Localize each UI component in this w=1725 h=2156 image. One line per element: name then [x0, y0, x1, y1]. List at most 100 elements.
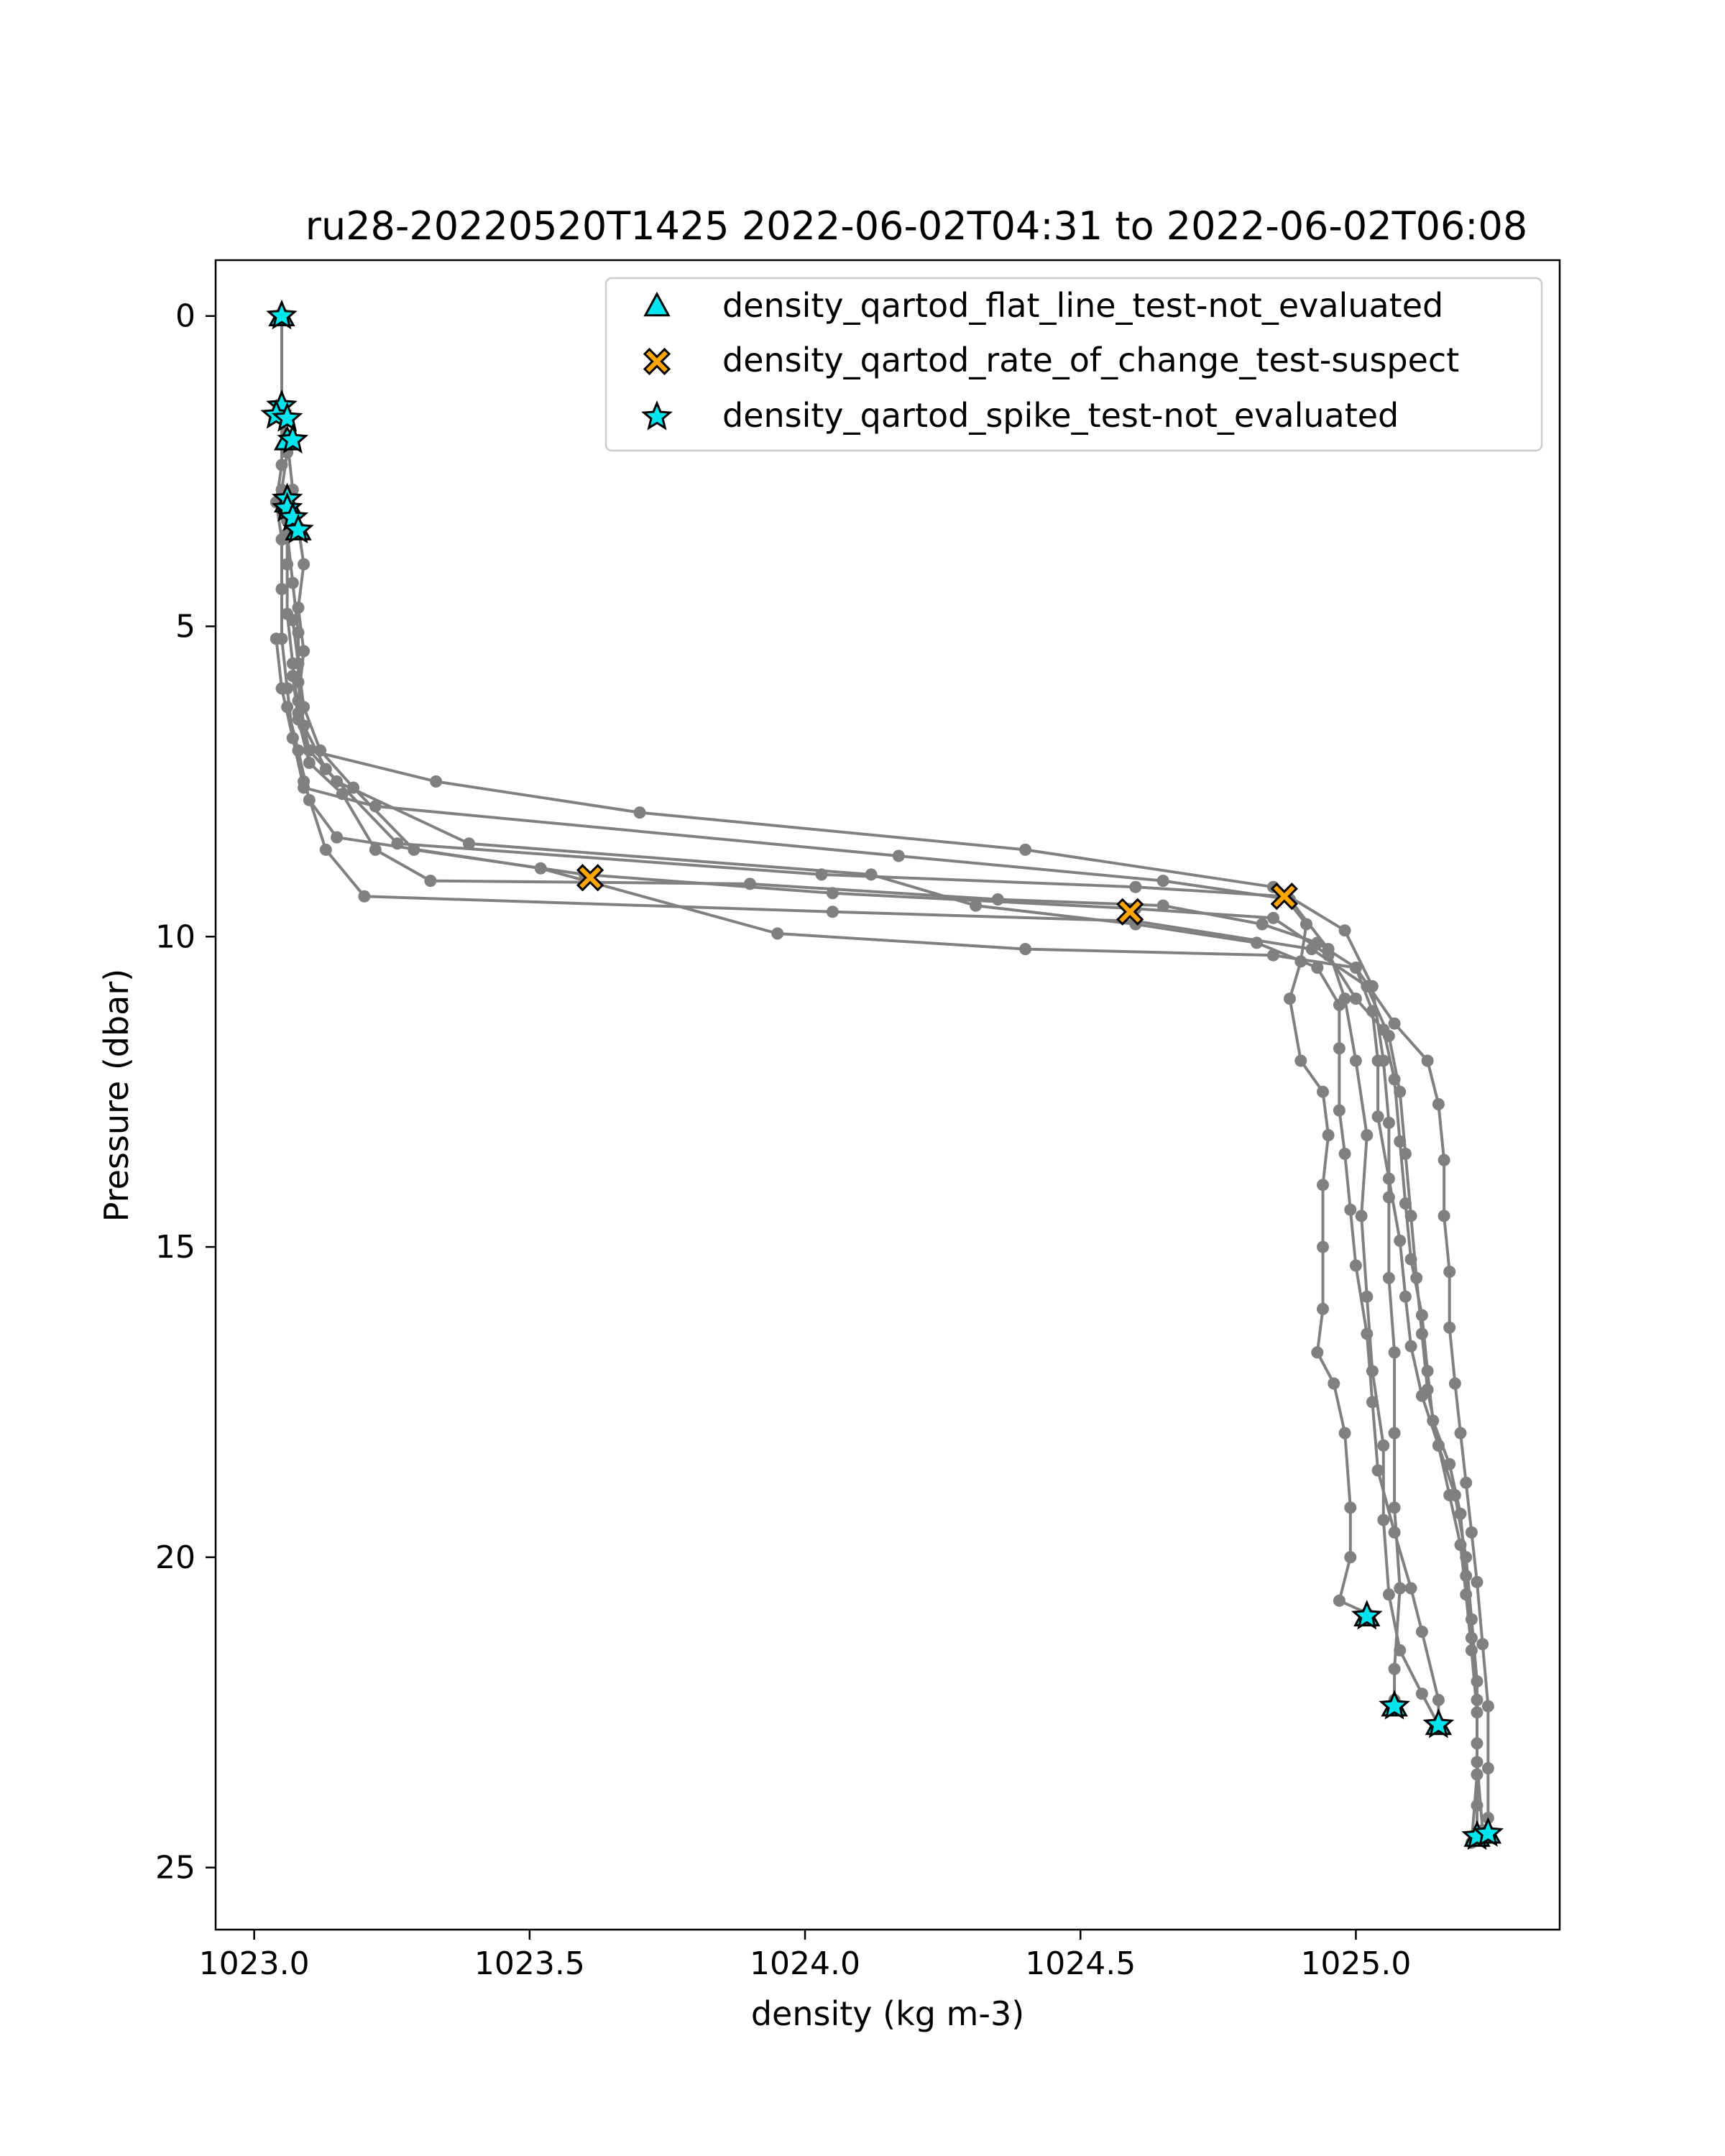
data-point — [1438, 1153, 1450, 1166]
x-tick-label: 1024.5 — [1025, 1945, 1136, 1982]
x-tick-label: 1023.0 — [199, 1945, 310, 1982]
data-point — [1382, 1030, 1395, 1042]
data-point — [1256, 918, 1269, 931]
data-point — [1432, 1098, 1445, 1110]
axes: 1023.0 1023.5 1024.0 1024.5 1025.0 0 5 10 15 20 25 — [155, 259, 1561, 1982]
data-point — [1388, 1017, 1401, 1030]
data-point — [1019, 943, 1032, 956]
data-point — [1349, 1054, 1362, 1067]
data-point — [1388, 1662, 1401, 1675]
spike-not-evaluated-marker — [1379, 1690, 1410, 1720]
data-point — [1443, 1489, 1456, 1501]
data-point — [286, 614, 299, 627]
data-point — [286, 670, 299, 683]
data-point — [1371, 1054, 1384, 1067]
data-point — [314, 744, 327, 757]
data-point — [1382, 1588, 1395, 1601]
data-point — [298, 558, 310, 571]
data-point — [1471, 1706, 1484, 1719]
data-point — [1388, 1427, 1401, 1439]
data-point — [1349, 992, 1362, 1005]
spike-not-evaluated-marker — [1472, 1817, 1504, 1847]
data-point — [1388, 1346, 1401, 1359]
data-point — [1344, 1551, 1357, 1564]
spike-not-evaluated-marker — [266, 299, 298, 330]
data-point — [1311, 962, 1324, 974]
data-point — [1267, 911, 1279, 924]
data-point — [1399, 1290, 1412, 1303]
data-point — [347, 781, 360, 794]
data-point — [1371, 1110, 1384, 1123]
legend-marker-star — [641, 400, 673, 430]
data-point — [1156, 875, 1169, 888]
y-axis-label: Pressure (dbar) — [97, 969, 136, 1222]
data-point — [336, 788, 349, 801]
data-point — [424, 875, 437, 888]
data-point — [1438, 1210, 1450, 1222]
chart-title: ru28-20220520T1425 2022-06-02T04:31 to 2… — [305, 203, 1527, 249]
data-point — [1267, 949, 1279, 962]
y-tick-label: 5 — [175, 609, 196, 645]
spike-not-evaluated-marker — [271, 402, 303, 432]
data-point — [292, 657, 305, 670]
data-point — [1328, 1377, 1340, 1390]
data-point — [303, 757, 316, 769]
x-axis-label: density (kg m-3) — [751, 1994, 1024, 2033]
data-point — [1432, 1439, 1445, 1452]
legend-marker-x — [643, 347, 671, 376]
data-point — [1156, 899, 1169, 912]
data-point — [771, 927, 784, 940]
data-point — [369, 800, 382, 813]
data-point — [1344, 1203, 1357, 1216]
data-point — [1388, 1526, 1401, 1539]
spike-not-evaluated-marker — [277, 423, 309, 453]
y-tick-label: 25 — [155, 1850, 196, 1886]
data-point — [1399, 1148, 1412, 1160]
spike-not-evaluated-marker — [282, 513, 314, 544]
data-point — [292, 602, 305, 614]
data-point — [1382, 1116, 1395, 1129]
data-point — [1322, 1129, 1335, 1142]
data-point — [1382, 1172, 1395, 1185]
plot-area — [260, 299, 1504, 1850]
data-point — [1019, 843, 1032, 856]
data-point — [1454, 1427, 1467, 1439]
legend-frame — [604, 277, 1543, 452]
data-point — [1333, 1104, 1346, 1117]
data-point — [331, 831, 344, 844]
legend: density_qartod_flat_line_test-not_evalua… — [604, 277, 1543, 452]
data-point — [286, 576, 299, 589]
data-point — [1284, 992, 1296, 1005]
data-point — [991, 893, 1004, 906]
data-point — [1404, 1340, 1417, 1353]
legend-markers — [641, 291, 673, 430]
data-point — [534, 862, 547, 875]
spike-not-evaluated-marker — [1351, 1600, 1383, 1630]
data-point — [892, 849, 905, 862]
x-tick-label: 1024.0 — [750, 1945, 860, 1982]
data-point — [292, 744, 305, 757]
data-point — [970, 899, 983, 912]
profile-7 — [270, 632, 1484, 1849]
rate-of-change-suspect-marker — [1116, 898, 1144, 926]
data-point — [1366, 1365, 1379, 1378]
profile-line — [285, 706, 1490, 1838]
rate-of-change-suspect-marker — [576, 864, 604, 892]
data-point — [1361, 1290, 1374, 1303]
data-point — [1344, 1501, 1357, 1514]
y-tick-label: 10 — [155, 918, 196, 955]
data-point — [1361, 1129, 1374, 1142]
data-point — [1317, 1302, 1329, 1315]
x-tick-label: 1025.0 — [1300, 1945, 1411, 1982]
data-point — [1305, 943, 1318, 956]
data-point — [275, 682, 288, 695]
data-point — [1465, 1644, 1478, 1657]
data-point — [281, 701, 294, 714]
x-tick-label: 1023.5 — [474, 1945, 585, 1982]
data-point — [319, 843, 332, 856]
data-point — [1448, 1377, 1461, 1390]
data-point — [1404, 1210, 1417, 1222]
y-tick-label: 15 — [155, 1229, 196, 1266]
data-point — [1129, 880, 1142, 893]
